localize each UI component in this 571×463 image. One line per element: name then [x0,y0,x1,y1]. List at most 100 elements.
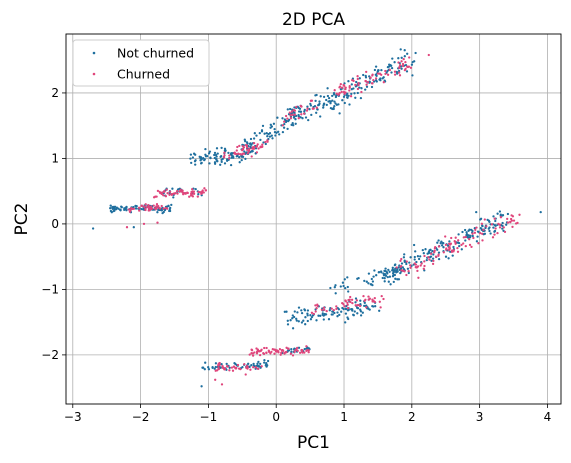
data-point [339,285,342,288]
data-point [233,361,236,365]
data-point [233,151,236,155]
data-point [172,196,175,199]
data-point [220,146,223,150]
data-point [271,137,274,140]
data-point [388,275,392,278]
data-point [355,80,358,84]
data-point [160,192,163,196]
data-point [270,125,274,128]
data-point [373,68,377,72]
data-point [356,312,359,315]
data-point [265,132,268,135]
data-point [365,83,368,86]
data-point [380,294,383,298]
data-point [434,255,438,258]
data-point [501,221,504,225]
data-point [314,94,317,97]
data-point [431,257,435,260]
data-point [310,99,314,102]
data-point [463,228,467,232]
data-point [343,305,346,308]
data-point [475,226,478,229]
data-point [406,267,410,270]
data-point [321,312,324,315]
data-point [408,261,411,264]
data-point [457,239,460,242]
data-point [286,127,289,131]
data-point [153,207,157,210]
data-point [413,60,416,63]
data-point [344,286,347,290]
data-point [292,315,296,319]
data-point [391,275,395,278]
data-point [232,365,236,368]
data-point [332,308,335,312]
data-point [381,77,384,80]
data-point [413,255,416,259]
data-point [409,266,412,269]
data-point [284,120,288,124]
data-point [342,95,346,99]
data-point [348,103,351,106]
data-point [266,364,269,367]
data-point [402,256,406,259]
data-point [322,318,325,321]
data-point [255,350,259,354]
data-point [132,207,135,211]
data-point [165,207,169,210]
data-point [392,280,395,284]
data-point [264,142,267,146]
data-point [344,312,348,315]
data-point [291,113,294,116]
data-point [333,286,336,289]
data-point [396,278,399,281]
data-point [371,304,374,308]
data-point [428,249,431,252]
data-point [264,140,267,144]
data-point [255,151,259,154]
data-point [186,191,189,195]
data-point [338,86,341,89]
data-point [482,228,485,232]
data-point [375,74,378,78]
data-point [314,99,317,103]
data-point [401,266,405,269]
data-point [431,262,435,266]
data-point [190,193,193,197]
data-point [390,71,393,74]
data-point [120,206,123,209]
data-point [191,188,194,191]
data-point [511,215,515,218]
data-point [217,366,220,369]
data-point [511,225,514,229]
data-point [189,157,192,160]
data-point [363,301,366,305]
data-point [216,159,219,163]
data-point [194,187,197,191]
data-point [460,243,463,247]
series-1 [125,53,521,386]
data-point [128,210,132,213]
data-point [274,350,278,353]
data-point [176,192,179,195]
data-point [395,266,398,269]
scatter-points [91,48,542,388]
data-point [478,231,482,235]
series-0 [91,48,542,388]
data-point [170,203,173,207]
data-point [307,349,310,352]
data-point [261,124,265,128]
data-point [290,347,293,351]
data-point [278,133,281,136]
data-point [362,73,365,77]
data-point [349,95,353,98]
data-point [348,89,351,92]
data-point [339,88,343,91]
data-point [229,163,233,167]
data-point [273,127,276,131]
data-point [501,214,505,217]
data-point [246,366,249,369]
data-point [393,70,397,73]
data-point [440,240,443,243]
